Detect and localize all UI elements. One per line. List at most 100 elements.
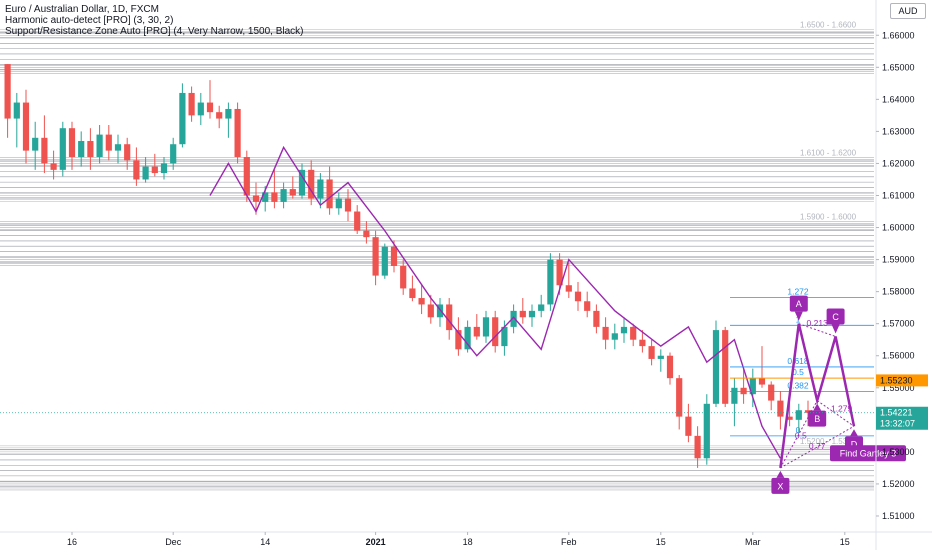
candle-body xyxy=(510,310,517,327)
candle-body xyxy=(105,134,112,151)
x-tick-label: 2021 xyxy=(366,537,386,547)
candle-body xyxy=(78,141,85,158)
candle-body xyxy=(648,346,655,359)
pattern-point-marker xyxy=(826,308,845,325)
symbol-title: Euro / Australian Dollar, 1D, FXCM xyxy=(5,4,159,15)
pattern-point-pointer xyxy=(776,470,785,478)
candle-body xyxy=(381,246,388,276)
zigzag-path xyxy=(209,145,782,459)
candle-body xyxy=(87,141,94,158)
candle-body xyxy=(703,403,710,459)
candle-body xyxy=(41,137,48,164)
candle-body xyxy=(538,304,545,311)
candle-body xyxy=(758,378,766,385)
pattern-point-pointer xyxy=(850,429,858,437)
candle-body xyxy=(547,259,554,305)
candle-body xyxy=(216,112,223,119)
fib-label: 0 xyxy=(796,425,801,435)
x-tick-label: Feb xyxy=(561,537,577,547)
candle-body xyxy=(344,198,352,212)
fib-price-tag xyxy=(876,374,928,387)
y-tick-label: 1.64000 xyxy=(882,94,915,104)
indicator-harmonic[interactable]: Harmonic auto-detect [PRO] (3, 30, 2) xyxy=(5,15,174,26)
candle-body xyxy=(271,192,278,202)
candle-body xyxy=(630,326,637,340)
candle-body xyxy=(501,326,508,347)
candle-body xyxy=(584,301,591,311)
fib-price-label: 1.55230 xyxy=(880,375,913,385)
pattern-point-label: B xyxy=(814,414,820,424)
candle-body xyxy=(418,298,425,305)
candle-body xyxy=(326,179,333,209)
candle-body xyxy=(4,64,11,119)
candle-body xyxy=(133,160,140,180)
candle-body xyxy=(188,92,195,116)
y-tick-label: 1.61000 xyxy=(882,190,915,200)
candle-body xyxy=(804,410,812,413)
x-tick-label: 15 xyxy=(656,537,666,547)
candle-body xyxy=(676,378,683,417)
pattern-point-marker xyxy=(789,295,808,312)
candle-body xyxy=(685,416,692,436)
time-axis: 16Dec14202118Feb15Mar15Apr xyxy=(0,531,932,547)
y-tick-label: 1.51000 xyxy=(882,511,915,521)
pattern-name-box xyxy=(830,445,906,462)
y-tick-label: 1.53000 xyxy=(882,447,915,457)
pattern-point-label: X xyxy=(777,481,783,491)
pattern-point-label: D xyxy=(851,440,858,450)
ratio-label: 1.279 xyxy=(831,403,853,413)
ratio-label: 0.77 xyxy=(809,441,826,451)
candle-body xyxy=(225,108,232,119)
candle-body xyxy=(492,317,499,347)
pattern-point-label: A xyxy=(796,299,802,309)
indicator-sr-zone[interactable]: Support/Resistance Zone Auto [PRO] (4, V… xyxy=(5,26,304,37)
candle-body xyxy=(722,330,729,404)
candle-body xyxy=(234,108,241,158)
y-tick-label: 1.65000 xyxy=(882,62,915,72)
last-price-tag xyxy=(876,406,928,430)
candle-body xyxy=(372,237,379,276)
candle-body xyxy=(280,189,287,202)
zone-label: 1.5900 - 1.6000 xyxy=(800,213,857,222)
y-tick-label: 1.58000 xyxy=(882,287,915,297)
fib-label: 0.5 xyxy=(792,367,804,377)
candle-body xyxy=(666,355,674,379)
x-tick-label: 18 xyxy=(463,537,473,547)
zigzag-line xyxy=(209,145,782,459)
fib-label: 1.272 xyxy=(787,286,809,296)
candle-body xyxy=(243,157,250,196)
candle-body xyxy=(13,102,20,119)
candle-body xyxy=(574,291,582,302)
candle-body xyxy=(786,416,793,420)
pattern-point-label: C xyxy=(832,312,839,322)
ratio-line xyxy=(816,400,855,427)
chart-legend: Euro / Australian Dollar, 1D, FXCM Harmo… xyxy=(5,4,303,37)
candle-body xyxy=(611,333,618,340)
candle-body xyxy=(308,169,315,199)
last-price-label: 1.54221 xyxy=(880,408,913,418)
candle-body xyxy=(473,326,480,337)
candle-body xyxy=(427,304,434,318)
currency-badge[interactable]: AUD xyxy=(890,3,926,19)
candle-body xyxy=(749,378,756,395)
candle-body xyxy=(409,288,416,299)
candle-body xyxy=(317,179,324,199)
candle-body xyxy=(197,102,204,116)
candle-body xyxy=(289,189,296,196)
candle-body xyxy=(768,384,775,401)
x-tick-label: 16 xyxy=(67,537,77,547)
candle-body xyxy=(59,128,66,170)
candle-body xyxy=(731,387,738,404)
countdown-label: 13:32:07 xyxy=(880,419,915,429)
x-tick-label: 14 xyxy=(260,537,270,547)
candle-body xyxy=(694,435,701,459)
candle-body xyxy=(262,192,269,202)
y-tick-label: 1.59000 xyxy=(882,255,915,265)
candle-body xyxy=(252,195,260,202)
y-tick-label: 1.52000 xyxy=(882,479,915,489)
candle-body xyxy=(712,330,720,404)
ratio-line xyxy=(779,400,818,469)
